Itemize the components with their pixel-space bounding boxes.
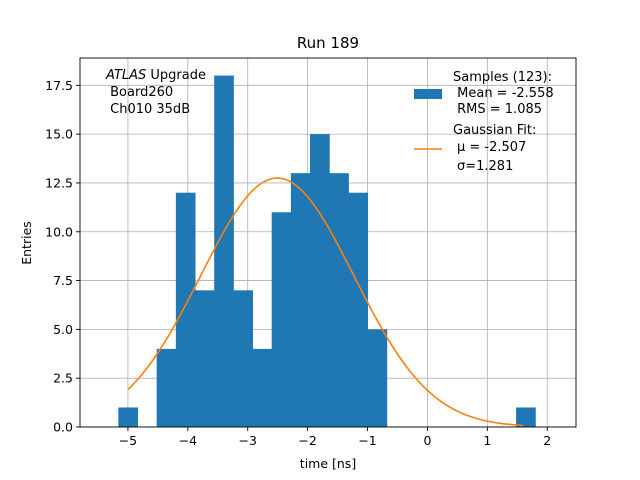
annotation-line3: Ch010 35dB — [106, 102, 190, 117]
y-axis-ticks: 0.0 2.5 5.0 7.5 10.0 12.5 15.0 17.5 — [45, 78, 80, 435]
histogram-bar — [271, 212, 292, 427]
histogram-bar — [290, 173, 311, 427]
histogram-bars — [118, 75, 536, 428]
histogram-bar — [310, 134, 330, 427]
x-tick-label: −5 — [119, 433, 137, 448]
legend: Samples (123): Mean = -2.558 RMS = 1.085… — [414, 70, 554, 174]
legend-hist-line3: RMS = 1.085 — [453, 102, 542, 117]
y-tick-label: 12.5 — [45, 175, 73, 190]
annotation-line2: Board260 — [106, 85, 173, 100]
annotation-atlas: ATLAS — [105, 68, 146, 83]
annotation-upgrade: Upgrade — [146, 68, 206, 83]
histogram-bar — [348, 192, 369, 427]
histogram-bar — [195, 290, 215, 427]
x-tick-label: −2 — [298, 433, 316, 448]
y-axis-label: Entries — [19, 221, 34, 265]
y-tick-label: 7.5 — [53, 273, 73, 288]
gaussian-fit — [127, 177, 524, 427]
x-tick-label: 1 — [483, 433, 491, 448]
histogram-bar — [175, 192, 196, 427]
histogram-bar — [516, 407, 536, 427]
x-tick-label: 2 — [543, 433, 551, 448]
y-tick-label: 5.0 — [53, 322, 73, 337]
histogram-bar — [118, 407, 139, 427]
x-tick-label: −4 — [179, 433, 197, 448]
legend-fit-title: Gaussian Fit: — [453, 123, 536, 138]
legend-fit-mu: μ = -2.507 — [457, 140, 526, 155]
histogram-bar — [252, 348, 273, 427]
histogram-bar — [233, 290, 254, 427]
plot-frame — [79, 57, 577, 428]
legend-hist-line1: Samples (123): — [453, 70, 552, 85]
x-axis-ticks: −5 −4 −3 −2 −1 0 1 2 — [119, 427, 551, 448]
annotation-line1: ATLAS Upgrade — [105, 68, 206, 83]
histogram-bar — [329, 173, 349, 427]
x-axis-label: time [ns] — [300, 456, 356, 471]
y-tick-label: 15.0 — [45, 127, 73, 142]
y-tick-label: 10.0 — [45, 224, 73, 239]
histogram-bar — [367, 329, 388, 427]
legend-hist-swatch — [414, 89, 442, 99]
x-tick-label: 0 — [423, 433, 431, 448]
annotation: ATLAS Upgrade Board260 Ch010 35dB — [105, 68, 206, 117]
legend-hist-line2: Mean = -2.558 — [453, 86, 554, 101]
chart-title: Run 189 — [297, 34, 359, 52]
x-tick-label: −3 — [239, 433, 257, 448]
x-tick-label: −1 — [358, 433, 376, 448]
y-tick-label: 2.5 — [53, 371, 73, 386]
fit-curve — [127, 177, 524, 427]
y-tick-label: 17.5 — [45, 78, 73, 93]
histogram-bar — [214, 75, 234, 428]
histogram-bar — [156, 348, 177, 427]
legend-fit-sigma: σ=1.281 — [457, 159, 513, 174]
y-tick-label: 0.0 — [53, 420, 73, 435]
